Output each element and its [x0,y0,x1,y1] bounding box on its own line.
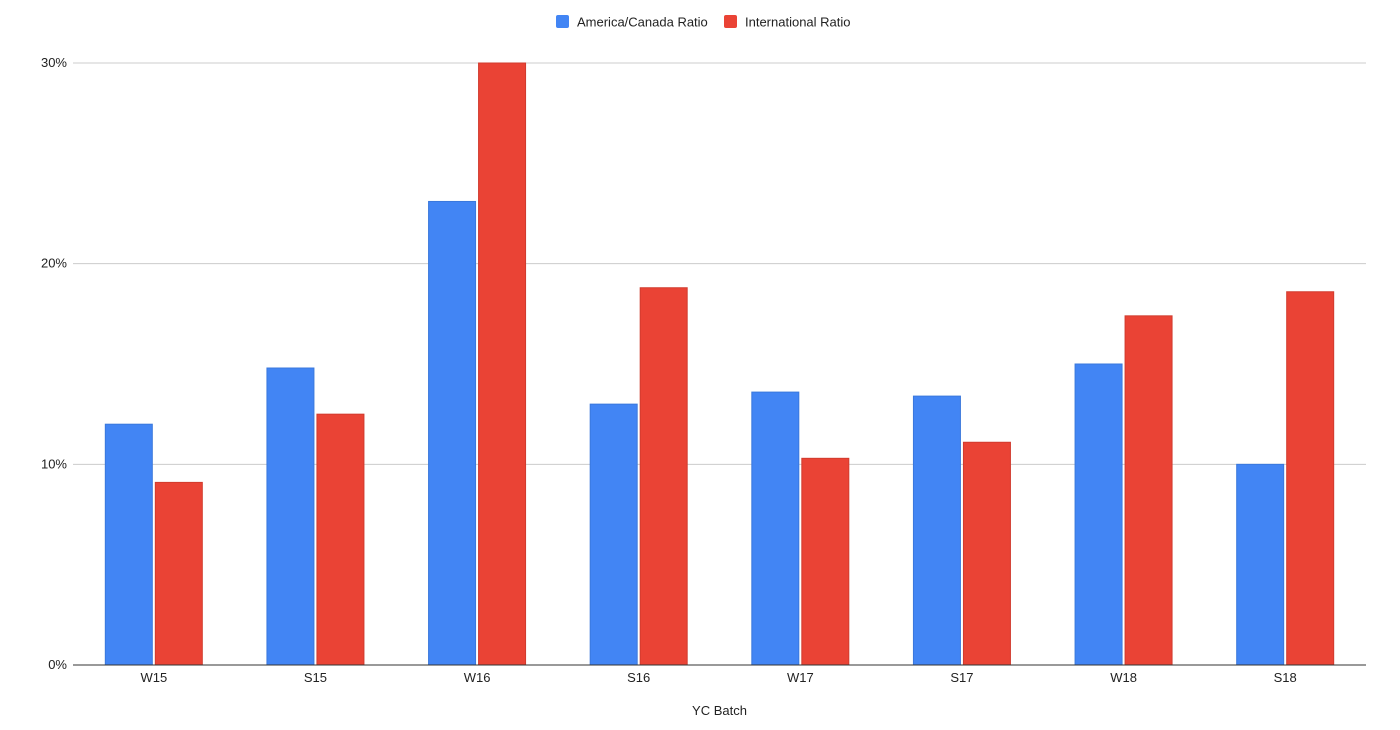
x-tick-label: S16 [627,670,650,685]
x-tick-label: S18 [1274,670,1297,685]
legend-label-international: International Ratio [745,15,851,30]
bar-america-canada-w15 [104,423,153,666]
bar-america-canada-s16 [589,403,638,666]
bar-international-w15 [154,481,203,666]
bar-america-canada-w16 [428,200,477,666]
y-tick-label: 0% [48,657,67,672]
bar-international-w18 [1124,315,1173,666]
bar-america-canada-s17 [912,395,961,666]
bar-america-canada-s18 [1236,463,1285,666]
bar-america-canada-w18 [1074,363,1123,666]
legend: America/Canada Ratio International Ratio [556,15,851,30]
bar-america-canada-s15 [266,367,315,666]
x-tick-label: S17 [950,670,973,685]
bar-international-w16 [478,62,527,666]
x-axis-title: YC Batch [692,703,747,718]
x-tick-label: S15 [304,670,327,685]
x-tick-label: W15 [140,670,167,685]
legend-label-america-canada: America/Canada Ratio [577,15,708,30]
x-tick-label: W17 [787,670,814,685]
y-tick-label: 10% [41,456,67,471]
x-tick-label: W18 [1110,670,1137,685]
x-axis: W15 S15 W16 S16 W17 S17 W18 S18 [140,670,1296,685]
legend-swatch-international [724,15,737,28]
y-tick-label: 20% [41,256,67,271]
bars [104,62,1335,666]
bar-international-s17 [962,441,1011,666]
bar-international-w17 [801,457,850,666]
x-tick-label: W16 [464,670,491,685]
bar-america-canada-w17 [751,391,800,666]
y-axis: 0% 10% 20% 30% [41,55,67,672]
bar-international-s18 [1286,291,1335,666]
y-tick-label: 30% [41,55,67,70]
legend-swatch-america-canada [556,15,569,28]
bar-international-s15 [316,413,365,666]
bar-international-s16 [639,287,688,666]
